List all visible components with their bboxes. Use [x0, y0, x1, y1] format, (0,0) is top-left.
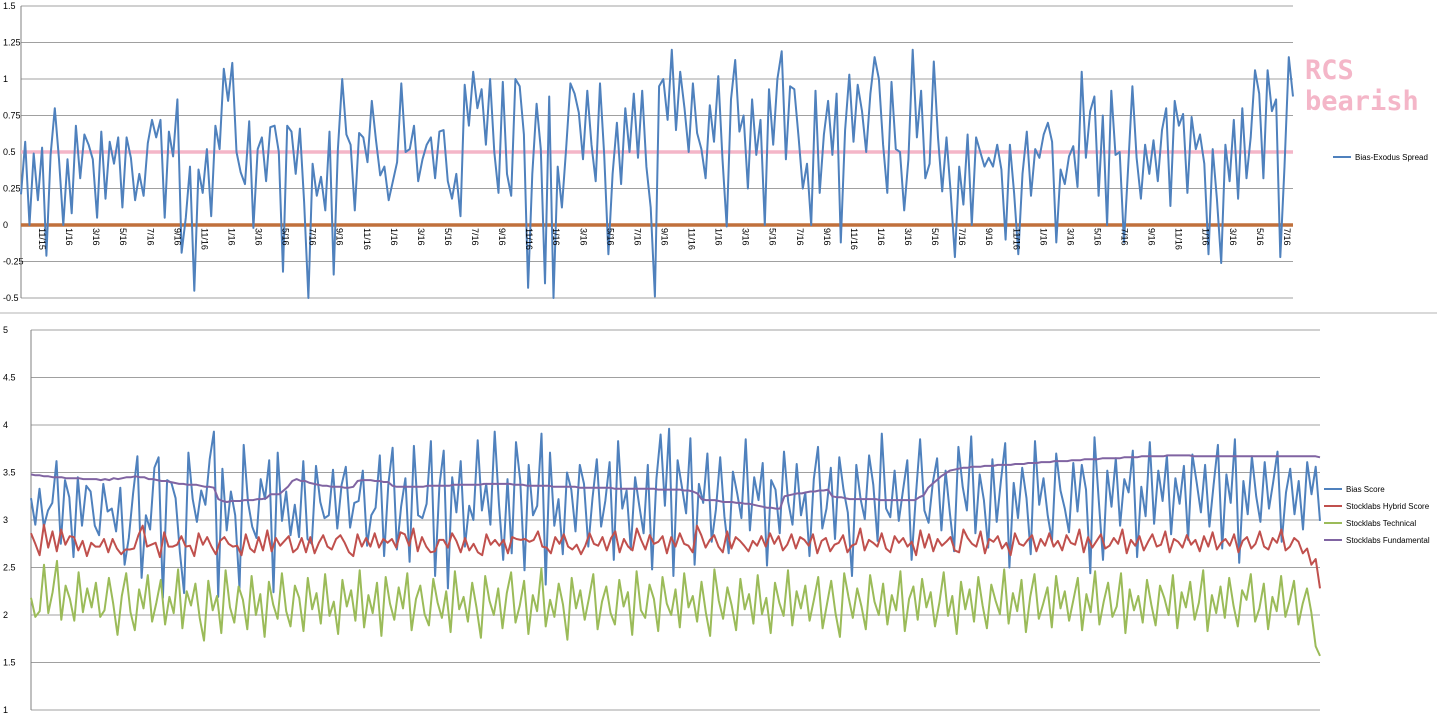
- series-line-stocklabs-fundamental: [30, 454, 1321, 510]
- x-tick-label: 5/16: [118, 228, 128, 246]
- x-tick-label: 5/16: [443, 228, 453, 246]
- y-tick-label: 3.5: [3, 468, 16, 478]
- annotation-note: RCS bearish: [1305, 55, 1419, 117]
- y-tick-label: -0.25: [3, 257, 24, 267]
- x-tick-label: 1/16: [64, 228, 74, 246]
- x-tick-label: 3/16: [741, 228, 751, 246]
- y-tick-label: 1.5: [3, 1, 16, 11]
- x-tick-label: 1/16: [226, 228, 236, 246]
- legend-entry: Bias Score: [1346, 485, 1385, 494]
- x-tick-label: 3/16: [578, 228, 588, 246]
- series-line-bias-score: [30, 427, 1321, 599]
- x-tick-label: 1/16: [551, 228, 561, 246]
- y-tick-label: 0.25: [3, 184, 21, 194]
- x-tick-label: 5/16: [281, 228, 291, 246]
- legend-entry: Bias-Exodus Spread: [1355, 153, 1428, 162]
- x-tick-label: 11/16: [524, 228, 534, 250]
- legend-entry: Stocklabs Hybrid Score: [1346, 502, 1430, 511]
- x-tick-label: 3/16: [91, 228, 101, 246]
- x-tick-label: 7/16: [1282, 228, 1292, 246]
- x-tick-label: 7/16: [795, 228, 805, 246]
- x-tick-label: 7/16: [957, 228, 967, 246]
- y-tick-label: 0: [3, 220, 8, 230]
- bias-exodus-spread-chart: -0.5 -0.25 0 0.25 0.5 0.75 1 1.25 1.5 11/15 1/16 3/…: [3, 1, 1428, 303]
- series-line-bias-exodus-spread: [20, 48, 1294, 299]
- series-line-stocklabs-technical: [30, 559, 1321, 657]
- x-tick-label: 1/16: [714, 228, 724, 246]
- y-tick-label: 4.5: [3, 373, 16, 383]
- y-tick-label: 2: [3, 610, 8, 620]
- x-tick-label: 5/16: [605, 228, 615, 246]
- x-tick-label: 9/16: [1147, 228, 1157, 246]
- x-tick-label: 9/16: [984, 228, 994, 246]
- x-tick-label: 9/16: [335, 228, 345, 246]
- x-tick-label: 9/16: [172, 228, 182, 246]
- score-comparison-chart: 1 1.5 2 2.5 3 3.5 4 4.5 5 Bias Score Stocklabs Hyb…: [3, 325, 1430, 715]
- x-tick-label: 7/16: [145, 228, 155, 246]
- x-tick-label: 3/16: [903, 228, 913, 246]
- x-tick-label: 11/16: [1174, 228, 1184, 250]
- x-tick-label: 5/16: [1093, 228, 1103, 246]
- x-tick-label: 3/16: [1065, 228, 1075, 246]
- y-tick-label: 2.5: [3, 563, 16, 573]
- x-tick-label: 1/16: [389, 228, 399, 246]
- x-tick-label: 11/16: [199, 228, 209, 250]
- y-tick-label: 5: [3, 325, 8, 335]
- x-tick-label: 7/16: [308, 228, 318, 246]
- x-tick-label: 11/16: [849, 228, 859, 250]
- series-line-stocklabs-hybrid-score: [30, 523, 1321, 589]
- x-tick-label: 9/16: [822, 228, 832, 246]
- annotation-line-1: RCS: [1305, 55, 1354, 86]
- x-tick-label: 7/16: [632, 228, 642, 246]
- x-tick-label: 7/16: [1120, 228, 1130, 246]
- y-tick-label: 0.5: [3, 147, 16, 157]
- x-tick-label: 11/16: [362, 228, 372, 250]
- x-tick-label: 1/16: [876, 228, 886, 246]
- legend-entry: Stocklabs Fundamental: [1346, 536, 1430, 545]
- x-tick-label: 11/16: [1011, 228, 1021, 250]
- x-tick-label: 5/16: [768, 228, 778, 246]
- x-tick-label: 3/16: [416, 228, 426, 246]
- x-tick-label: 9/16: [497, 228, 507, 246]
- y-tick-label: -0.5: [3, 293, 19, 303]
- y-tick-label: 0.75: [3, 111, 21, 121]
- y-tick-label: 1.5: [3, 658, 16, 668]
- x-tick-label: 3/16: [1228, 228, 1238, 246]
- x-tick-label: 5/16: [1255, 228, 1265, 246]
- x-tick-label: 7/16: [470, 228, 480, 246]
- x-tick-label: 1/16: [1038, 228, 1048, 246]
- x-tick-label: 5/16: [930, 228, 940, 246]
- y-tick-label: 1.25: [3, 38, 21, 48]
- x-tick-label: 9/16: [660, 228, 670, 246]
- x-tick-label: 11/16: [687, 228, 697, 250]
- annotation-line-2: bearish: [1305, 86, 1419, 117]
- x-tick-label: 11/15: [37, 228, 47, 250]
- chart-divider: [0, 312, 1437, 314]
- x-tick-label: 1/16: [1201, 228, 1211, 246]
- legend-entry: Stocklabs Technical: [1346, 519, 1416, 528]
- y-tick-label: 3: [3, 515, 8, 525]
- y-tick-label: 1: [3, 705, 8, 715]
- x-tick-label: 3/16: [254, 228, 264, 246]
- y-tick-label: 1: [3, 74, 8, 84]
- y-tick-label: 4: [3, 420, 8, 430]
